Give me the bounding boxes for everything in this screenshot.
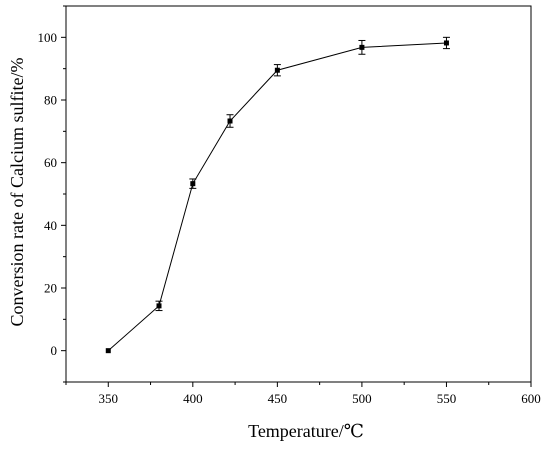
series	[105, 36, 450, 354]
x-tick-label: 550	[437, 391, 457, 406]
data-point	[190, 181, 196, 187]
y-tick-label: 20	[44, 281, 57, 296]
data-point	[105, 348, 111, 354]
data-point	[156, 303, 162, 309]
x-tick-label: 400	[183, 391, 203, 406]
x-tick-label: 350	[99, 391, 119, 406]
plot-border	[65, 5, 532, 383]
y-tick-label: 80	[44, 93, 57, 108]
x-axis-title: Temperature/℃	[248, 421, 364, 441]
x-axis: 350 400 450 500 550 600	[65, 382, 541, 406]
x-tick-label: 450	[268, 391, 288, 406]
y-axis: 0 20 40 60 80 100	[38, 5, 66, 383]
data-point	[359, 44, 365, 50]
y-axis-title: Conversion rate of Calcium sulfite/%	[7, 58, 27, 327]
y-tick-label: 60	[44, 155, 57, 170]
y-tick-label: 0	[51, 343, 58, 358]
data-point	[274, 67, 280, 73]
y-tick-label: 100	[38, 30, 58, 45]
plot-frame	[65, 5, 532, 383]
x-tick-label: 500	[352, 391, 372, 406]
y-tick-label: 40	[44, 218, 57, 233]
x-tick-label: 600	[521, 391, 541, 406]
data-point	[227, 118, 233, 124]
data-point	[443, 40, 449, 46]
